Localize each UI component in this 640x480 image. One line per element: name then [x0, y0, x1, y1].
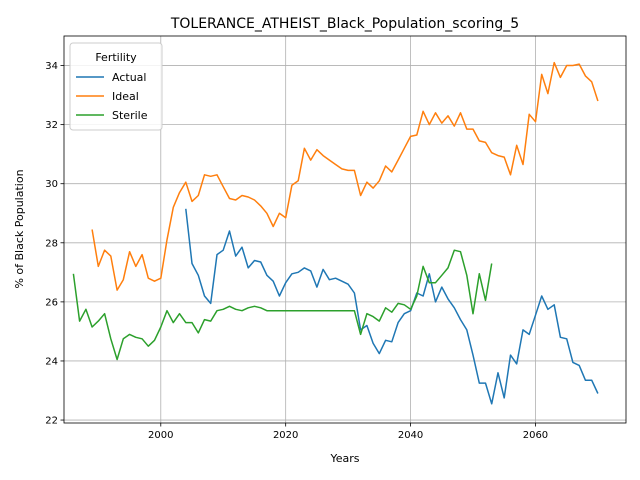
legend-title: Fertility	[95, 51, 137, 64]
x-tick-label: 2000	[148, 430, 173, 441]
series-line-actual	[185, 208, 599, 405]
legend-box	[69, 42, 163, 131]
y-tick-label: 26	[45, 297, 58, 308]
x-axis-label: Years	[329, 452, 359, 465]
x-tick-label: 2060	[523, 430, 548, 441]
legend-label-sterile: Sterile	[112, 109, 148, 122]
plot-frame	[63, 35, 627, 424]
series-line-sterile	[72, 249, 493, 361]
legend-label-ideal: Ideal	[112, 90, 139, 103]
y-tick-label: 30	[45, 179, 58, 190]
y-axis-ticks: 22 24 26 28 30 32 34	[45, 61, 64, 427]
legend: Fertility Actual Ideal Sterile	[69, 42, 163, 131]
y-tick-label: 32	[45, 120, 58, 131]
grid	[64, 36, 626, 423]
x-axis-ticks: 2000 2020 2040 2060	[148, 423, 548, 441]
y-axis-label: % of Black Population	[13, 169, 26, 288]
x-tick-label: 2020	[273, 430, 298, 441]
x-tick-label: 2040	[398, 430, 423, 441]
y-tick-label: 34	[45, 61, 58, 72]
y-tick-label: 24	[45, 356, 58, 367]
series-lines	[72, 61, 599, 405]
y-tick-label: 22	[45, 416, 58, 427]
series-line-ideal	[91, 61, 599, 291]
legend-label-actual: Actual	[112, 71, 146, 84]
chart-title: TOLERANCE_ATHEIST_Black_Population_scori…	[170, 16, 519, 32]
y-tick-label: 28	[45, 238, 58, 249]
legend-items: Actual Ideal Sterile	[76, 71, 148, 122]
